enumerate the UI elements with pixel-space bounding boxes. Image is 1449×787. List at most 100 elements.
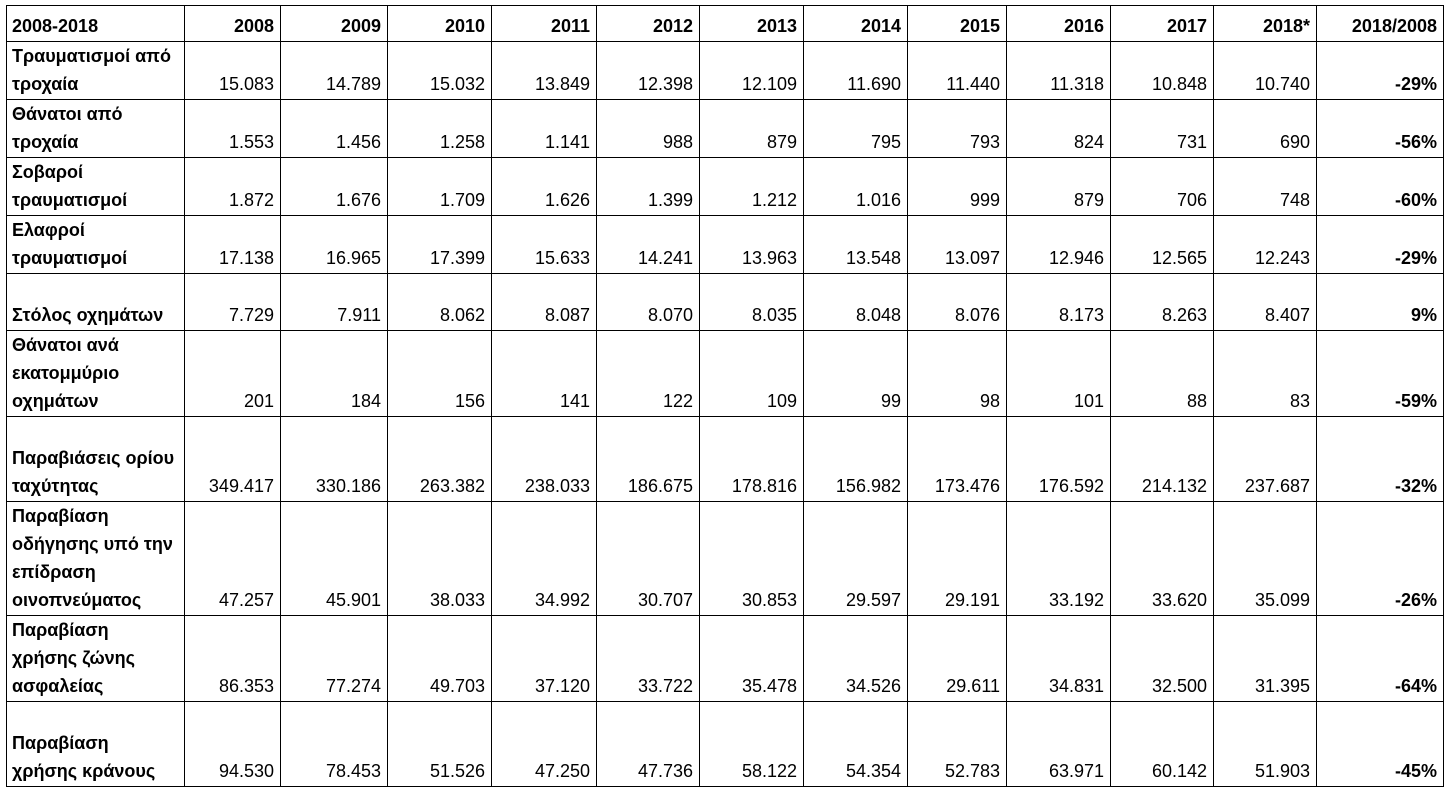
table-row: Τραυματισμοί από τροχαία 15.083 14.789 15.0… (6, 41, 1444, 100)
value-cell: -64% (1316, 615, 1444, 702)
value-cell: 12.565 (1110, 215, 1214, 274)
value-cell: 8.035 (699, 273, 804, 331)
value-cell: 101 (1006, 330, 1111, 417)
value-cell: 30.853 (699, 501, 804, 616)
value-cell: 1.872 (184, 157, 281, 216)
value-cell: 109 (699, 330, 804, 417)
value-cell: 1.016 (803, 157, 908, 216)
data-table: 2008-2018 2008 2009 2010 2011 2012 2013 2014 201… (6, 5, 1444, 787)
value-cell: 29.191 (907, 501, 1007, 616)
value-cell: 13.849 (491, 41, 597, 100)
row-label: Θάνατοι ανά εκατομμύριο οχημάτων (6, 330, 185, 417)
value-cell: 15.032 (387, 41, 492, 100)
value-cell: 88 (1110, 330, 1214, 417)
value-cell: 879 (1006, 157, 1111, 216)
value-cell: 8.087 (491, 273, 597, 331)
value-cell: 748 (1213, 157, 1317, 216)
header-cell: 2018* (1213, 5, 1317, 42)
value-cell: 12.243 (1213, 215, 1317, 274)
row-label: Παραβιάσεις ορίου ταχύτητας (6, 416, 185, 502)
value-cell: 77.274 (280, 615, 388, 702)
value-cell: 10.740 (1213, 41, 1317, 100)
value-cell: -29% (1316, 41, 1444, 100)
value-cell: 184 (280, 330, 388, 417)
value-cell: 1.676 (280, 157, 388, 216)
value-cell: 10.848 (1110, 41, 1214, 100)
header-cell: 2010 (387, 5, 492, 42)
value-cell: 35.099 (1213, 501, 1317, 616)
value-cell: 29.597 (803, 501, 908, 616)
value-cell: 8.070 (596, 273, 700, 331)
value-cell: -45% (1316, 701, 1444, 787)
row-label: Σοβαροί τραυματισμοί (6, 157, 185, 216)
table-row: Σοβαροί τραυματισμοί 1.872 1.676 1.709 1.626… (6, 157, 1444, 216)
row-label: Παραβίαση οδήγησης υπό την επίδραση οινο… (6, 501, 185, 616)
value-cell: 1.626 (491, 157, 597, 216)
header-cell: 2015 (907, 5, 1007, 42)
value-cell: 31.395 (1213, 615, 1317, 702)
header-cell: 2012 (596, 5, 700, 42)
value-cell: 47.257 (184, 501, 281, 616)
value-cell: 17.138 (184, 215, 281, 274)
value-cell: 34.831 (1006, 615, 1111, 702)
value-cell: 47.250 (491, 701, 597, 787)
row-label: Παραβίαση χρήσης ζώνης ασφαλείας (6, 615, 185, 702)
value-cell: 45.901 (280, 501, 388, 616)
value-cell: 35.478 (699, 615, 804, 702)
value-cell: 349.417 (184, 416, 281, 502)
table-row: Ελαφροί τραυματισμοί 17.138 16.965 17.399 15… (6, 215, 1444, 274)
table-row: Παραβίαση χρήσης κράνους 94.530 78.453 51.5… (6, 701, 1444, 787)
row-label: Παραβίαση χρήσης κράνους (6, 701, 185, 787)
value-cell: 824 (1006, 99, 1111, 158)
value-cell: 1.709 (387, 157, 492, 216)
value-cell: 795 (803, 99, 908, 158)
value-cell: 214.132 (1110, 416, 1214, 502)
value-cell: 9% (1316, 273, 1444, 331)
value-cell: 12.398 (596, 41, 700, 100)
value-cell: 999 (907, 157, 1007, 216)
value-cell: -29% (1316, 215, 1444, 274)
header-cell: 2008 (184, 5, 281, 42)
value-cell: 83 (1213, 330, 1317, 417)
value-cell: 8.173 (1006, 273, 1111, 331)
value-cell: 186.675 (596, 416, 700, 502)
value-cell: 8.062 (387, 273, 492, 331)
value-cell: 156.982 (803, 416, 908, 502)
value-cell: 1.553 (184, 99, 281, 158)
value-cell: 15.633 (491, 215, 597, 274)
value-cell: 1.258 (387, 99, 492, 158)
value-cell: -60% (1316, 157, 1444, 216)
value-cell: 17.399 (387, 215, 492, 274)
table-row: Θάνατοι από τροχαία 1.553 1.456 1.258 1.141 9… (6, 99, 1444, 158)
value-cell: -56% (1316, 99, 1444, 158)
header-cell: 2008-2018 (6, 5, 185, 42)
value-cell: 8.048 (803, 273, 908, 331)
value-cell: 988 (596, 99, 700, 158)
value-cell: 98 (907, 330, 1007, 417)
table-row: Παραβιάσεις ορίου ταχύτητας 349.417 330.18… (6, 416, 1444, 502)
value-cell: 38.033 (387, 501, 492, 616)
table-row: Παραβίαση χρήσης ζώνης ασφαλείας 86.353 77… (6, 615, 1444, 702)
table-row: Στόλος οχημάτων 7.729 7.911 8.062 8.087 8.070… (6, 273, 1444, 331)
value-cell: 63.971 (1006, 701, 1111, 787)
header-cell: 2018/2008 (1316, 5, 1444, 42)
value-cell: 11.440 (907, 41, 1007, 100)
value-cell: 1.141 (491, 99, 597, 158)
value-cell: 7.911 (280, 273, 388, 331)
value-cell: 1.456 (280, 99, 388, 158)
table-body: 2008-2018 2008 2009 2010 2011 2012 2013 2014 201… (6, 5, 1444, 787)
value-cell: 34.992 (491, 501, 597, 616)
value-cell: 94.530 (184, 701, 281, 787)
value-cell: 34.526 (803, 615, 908, 702)
value-cell: 13.548 (803, 215, 908, 274)
row-label: Ελαφροί τραυματισμοί (6, 215, 185, 274)
value-cell: 54.354 (803, 701, 908, 787)
value-cell: 86.353 (184, 615, 281, 702)
header-cell: 2011 (491, 5, 597, 42)
value-cell: 99 (803, 330, 908, 417)
value-cell: 793 (907, 99, 1007, 158)
value-cell: 12.946 (1006, 215, 1111, 274)
value-cell: 8.263 (1110, 273, 1214, 331)
header-row: 2008-2018 2008 2009 2010 2011 2012 2013 2014 201… (6, 5, 1444, 42)
